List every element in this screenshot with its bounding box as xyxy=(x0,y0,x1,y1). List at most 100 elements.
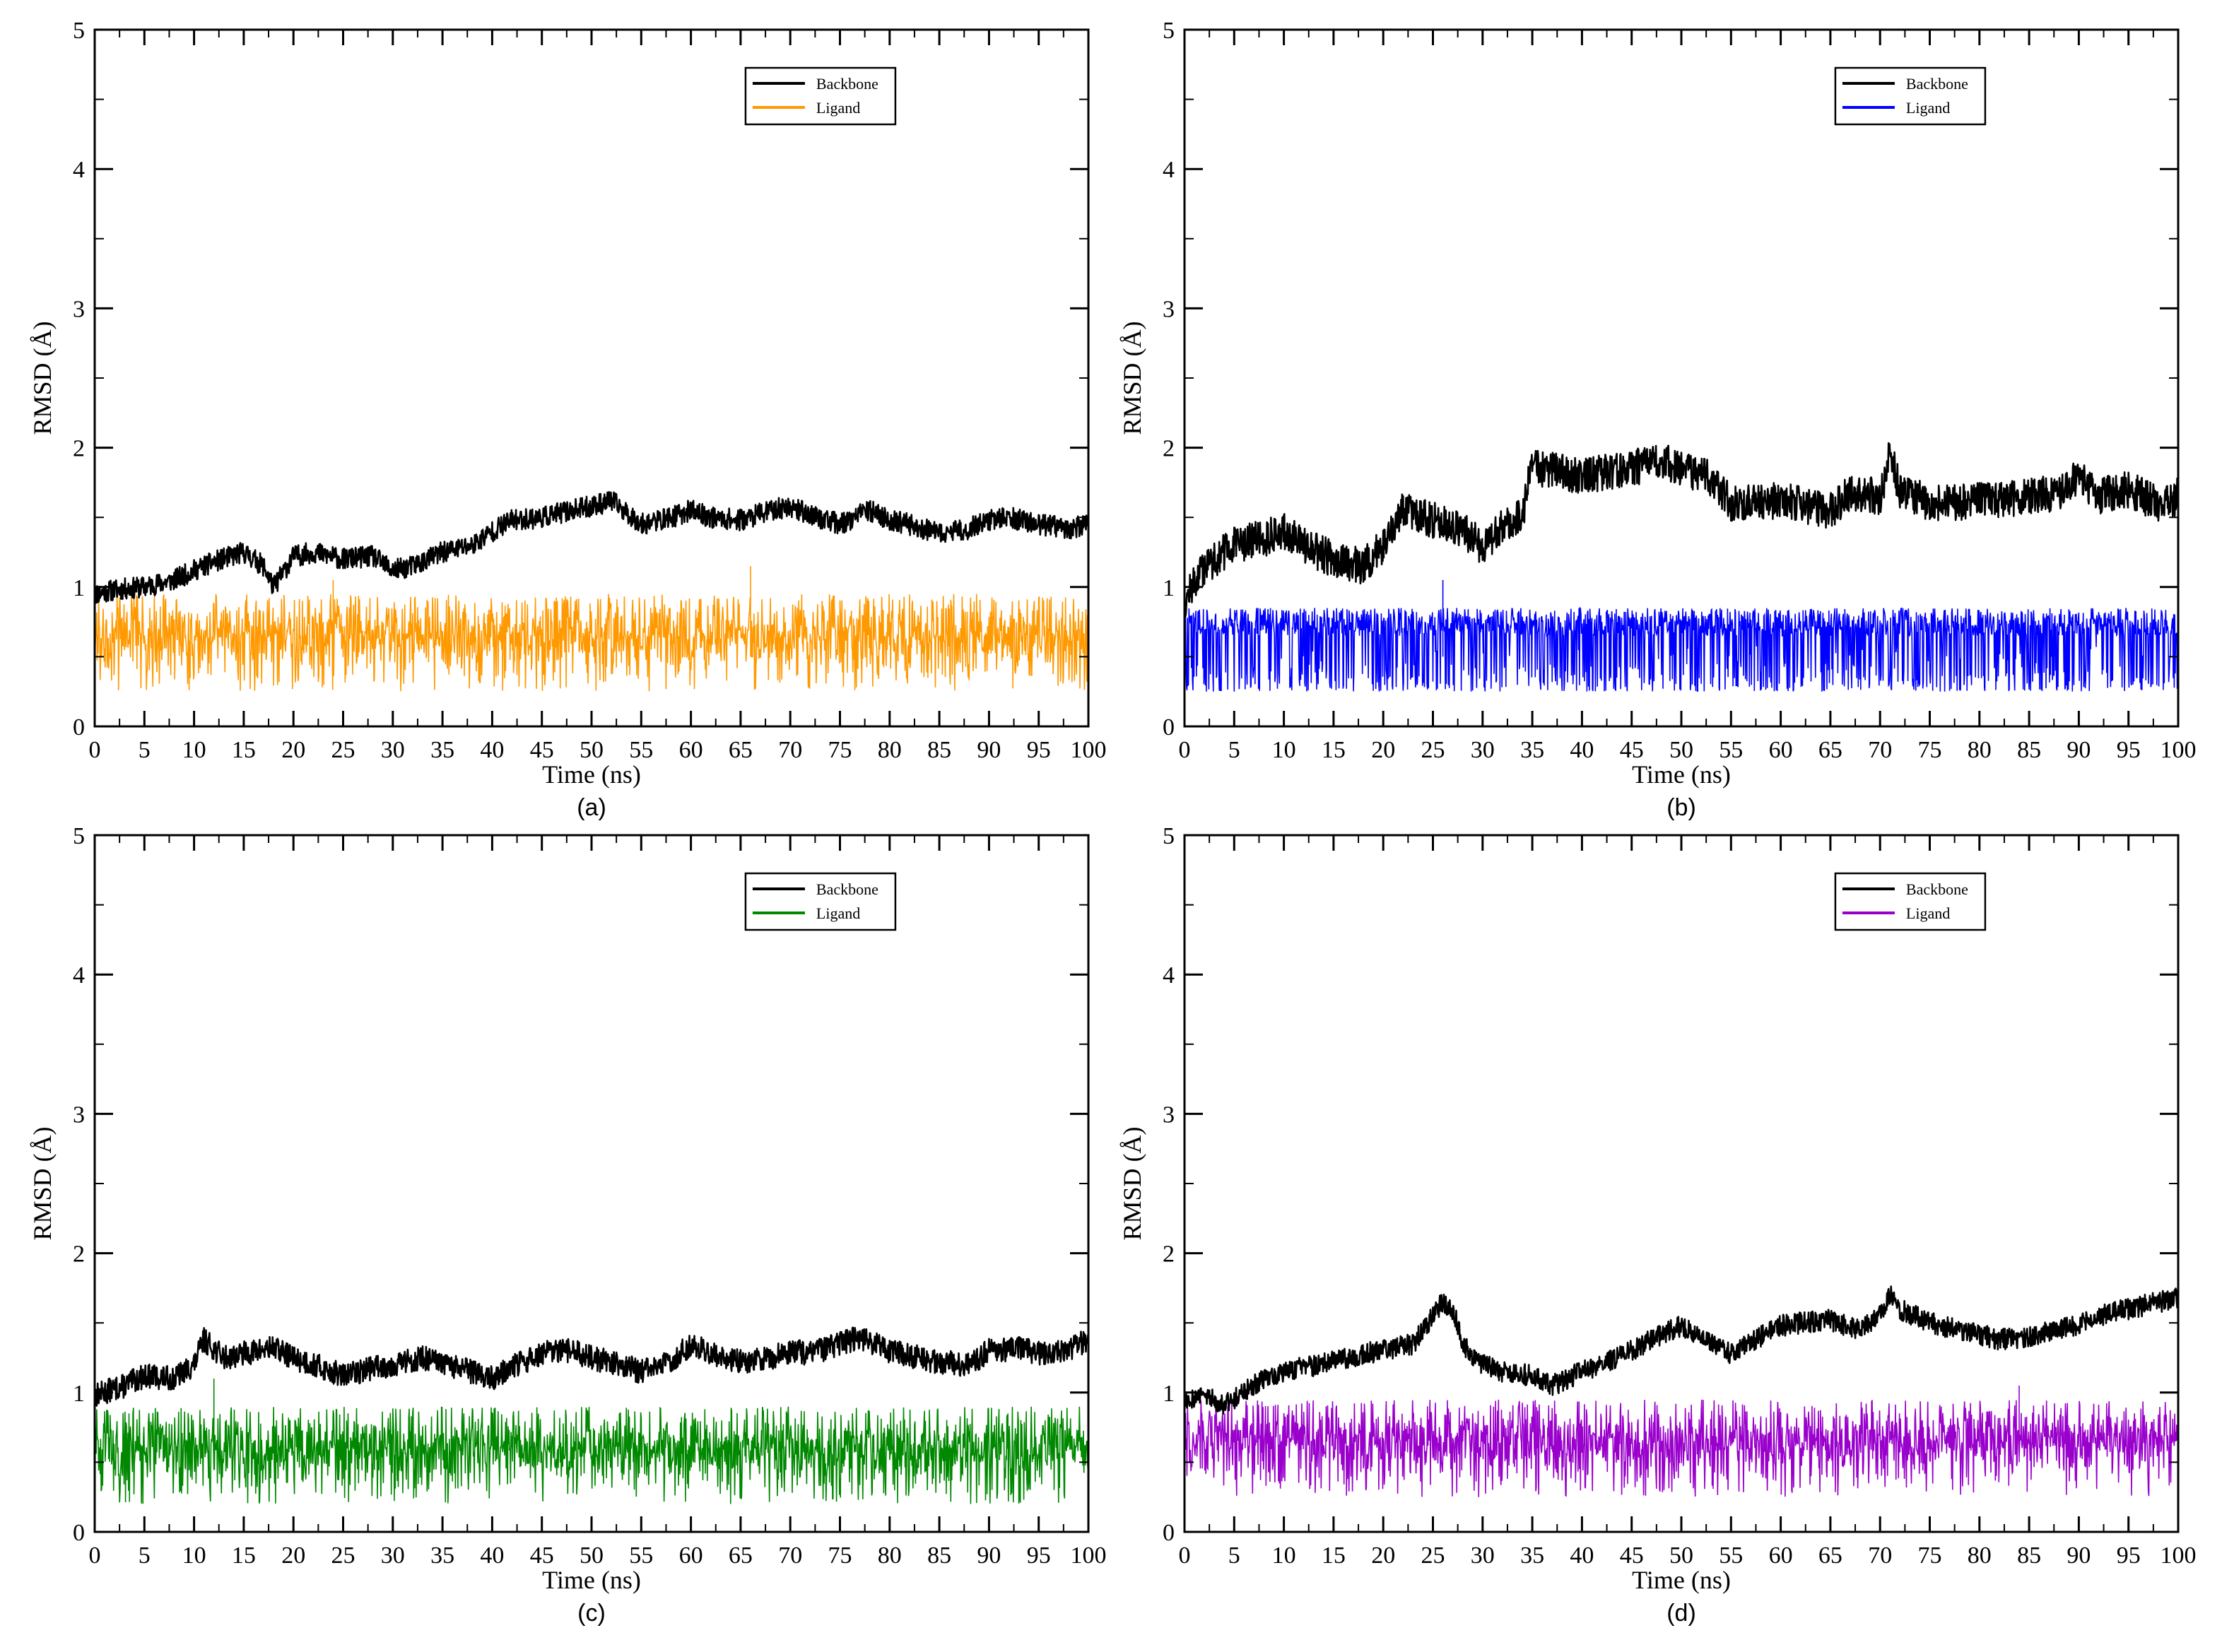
x-tick-label: 85 xyxy=(927,737,951,763)
x-tick-label: 50 xyxy=(1669,1542,1693,1569)
x-tick-label: 75 xyxy=(1918,1542,1942,1569)
y-tick-label: 1 xyxy=(73,575,85,601)
x-tick-label: 25 xyxy=(1421,737,1445,763)
x-tick-label: 65 xyxy=(729,737,753,763)
x-tick-label: 60 xyxy=(679,1542,703,1569)
series-group xyxy=(95,1326,1088,1504)
x-tick-label: 25 xyxy=(1421,1542,1445,1569)
x-tick-label: 15 xyxy=(1322,1542,1346,1569)
x-tick-label: 20 xyxy=(1371,737,1395,763)
x-tick-label: 20 xyxy=(1371,1542,1395,1569)
x-tick-label: 20 xyxy=(281,737,305,763)
x-tick-label: 15 xyxy=(232,737,256,763)
legend: Backbone Ligand xyxy=(744,66,897,126)
y-tick-label: 0 xyxy=(1163,1520,1175,1546)
y-tick-label: 5 xyxy=(1163,823,1175,849)
y-tick-label: 3 xyxy=(1163,296,1175,322)
y-axis-label: RMSD (Å) xyxy=(28,1126,57,1240)
x-tick-label: 60 xyxy=(679,737,703,763)
x-tick-label: 55 xyxy=(1719,737,1743,763)
x-tick-label: 70 xyxy=(1868,1542,1892,1569)
x-tick-label: 60 xyxy=(1769,737,1793,763)
x-tick-label: 90 xyxy=(2067,737,2091,763)
y-tick-label: 4 xyxy=(73,157,85,183)
legend-label-ligand: Ligand xyxy=(1906,904,1950,922)
y-tick-label: 4 xyxy=(1163,962,1175,989)
series-group xyxy=(95,491,1088,692)
series-group xyxy=(1185,442,2178,692)
x-tick-label: 55 xyxy=(629,737,653,763)
x-tick-label: 30 xyxy=(1471,1542,1495,1569)
x-tick-label: 25 xyxy=(331,737,355,763)
legend-label-backbone: Backbone xyxy=(816,880,878,898)
chart-panel-b: 0 5 10 15 20 25 30 35 40 45 50 55 60 65 70 75 80 85 90 95 10… xyxy=(1118,18,2197,821)
legend-label-backbone: Backbone xyxy=(1906,880,1968,898)
x-tick-label: 50 xyxy=(580,737,604,763)
y-axis-label: RMSD (Å) xyxy=(28,321,57,435)
x-tick-label: 10 xyxy=(182,1542,206,1569)
y-tick-label: 3 xyxy=(73,296,85,322)
legend-label-ligand: Ligand xyxy=(816,904,860,922)
x-tick-label: 100 xyxy=(2161,737,2197,763)
series-line-ligand xyxy=(1185,579,2178,692)
x-tick-label: 55 xyxy=(629,1542,653,1569)
x-tick-label: 65 xyxy=(1818,1542,1842,1569)
x-tick-label: 30 xyxy=(381,1542,405,1569)
x-tick-label: 25 xyxy=(331,1542,355,1569)
x-tick-label: 45 xyxy=(1620,1542,1644,1569)
x-tick-label: 95 xyxy=(2117,1542,2141,1569)
x-tick-label: 40 xyxy=(480,1542,504,1569)
x-tick-label: 35 xyxy=(1520,737,1544,763)
x-tick-label: 10 xyxy=(182,737,206,763)
y-tick-label: 3 xyxy=(73,1102,85,1128)
legend-box xyxy=(744,872,897,931)
y-tick-label: 2 xyxy=(1163,1241,1175,1268)
x-tick-label: 60 xyxy=(1769,1542,1793,1569)
x-tick-label: 15 xyxy=(1322,737,1346,763)
y-tick-label: 5 xyxy=(73,823,85,849)
legend-box xyxy=(744,66,897,126)
x-tick-label: 50 xyxy=(1669,737,1693,763)
x-tick-label: 65 xyxy=(1818,737,1842,763)
x-tick-label: 10 xyxy=(1272,737,1296,763)
y-tick-label: 5 xyxy=(73,18,85,44)
series-line-backbone xyxy=(95,1326,1088,1407)
legend: Backbone Ligand xyxy=(1834,872,1987,931)
x-tick-label: 100 xyxy=(1071,1542,1107,1569)
series-group xyxy=(1185,1285,2178,1497)
legend-box xyxy=(1834,872,1987,931)
x-tick-label: 90 xyxy=(977,737,1001,763)
chart-panel-d: 0 5 10 15 20 25 30 35 40 45 50 55 60 65 70 75 80 85 90 95 10… xyxy=(1118,823,2197,1627)
x-tick-label: 55 xyxy=(1719,1542,1743,1569)
legend-label-ligand: Ligand xyxy=(816,99,860,117)
plot-frame xyxy=(93,834,1090,1533)
x-tick-label: 5 xyxy=(1228,1542,1240,1569)
chart-panel-a: 0 5 10 15 20 25 30 35 40 45 50 55 60 65 70 75 80 85 90 95 10… xyxy=(28,18,1107,821)
x-tick-label: 100 xyxy=(2161,1542,2197,1569)
x-tick-label: 35 xyxy=(430,737,454,763)
x-tick-label: 80 xyxy=(878,1542,902,1569)
y-tick-label: 2 xyxy=(1163,436,1175,462)
x-tick-label: 85 xyxy=(927,1542,951,1569)
x-tick-label: 0 xyxy=(89,1542,101,1569)
chart-panel-c: 0 5 10 15 20 25 30 35 40 45 50 55 60 65 70 75 80 85 90 95 10… xyxy=(28,823,1107,1627)
legend: Backbone Ligand xyxy=(1834,66,1987,126)
x-tick-label: 90 xyxy=(977,1542,1001,1569)
series-line-ligand xyxy=(95,1379,1088,1504)
x-tick-label: 20 xyxy=(281,1542,305,1569)
x-tick-label: 95 xyxy=(1027,1542,1051,1569)
x-tick-label: 85 xyxy=(2017,1542,2041,1569)
x-tick-label: 5 xyxy=(1228,737,1240,763)
x-tick-label: 5 xyxy=(139,1542,151,1569)
x-tick-label: 70 xyxy=(1868,737,1892,763)
x-tick-label: 65 xyxy=(729,1542,753,1569)
x-tick-label: 40 xyxy=(1570,737,1594,763)
x-tick-label: 0 xyxy=(1179,737,1191,763)
x-tick-label: 10 xyxy=(1272,1542,1296,1569)
legend-label-ligand: Ligand xyxy=(1906,99,1950,117)
legend-box xyxy=(1834,66,1987,126)
y-tick-label: 4 xyxy=(1163,157,1175,183)
x-tick-label: 0 xyxy=(89,737,101,763)
x-tick-label: 40 xyxy=(1570,1542,1594,1569)
